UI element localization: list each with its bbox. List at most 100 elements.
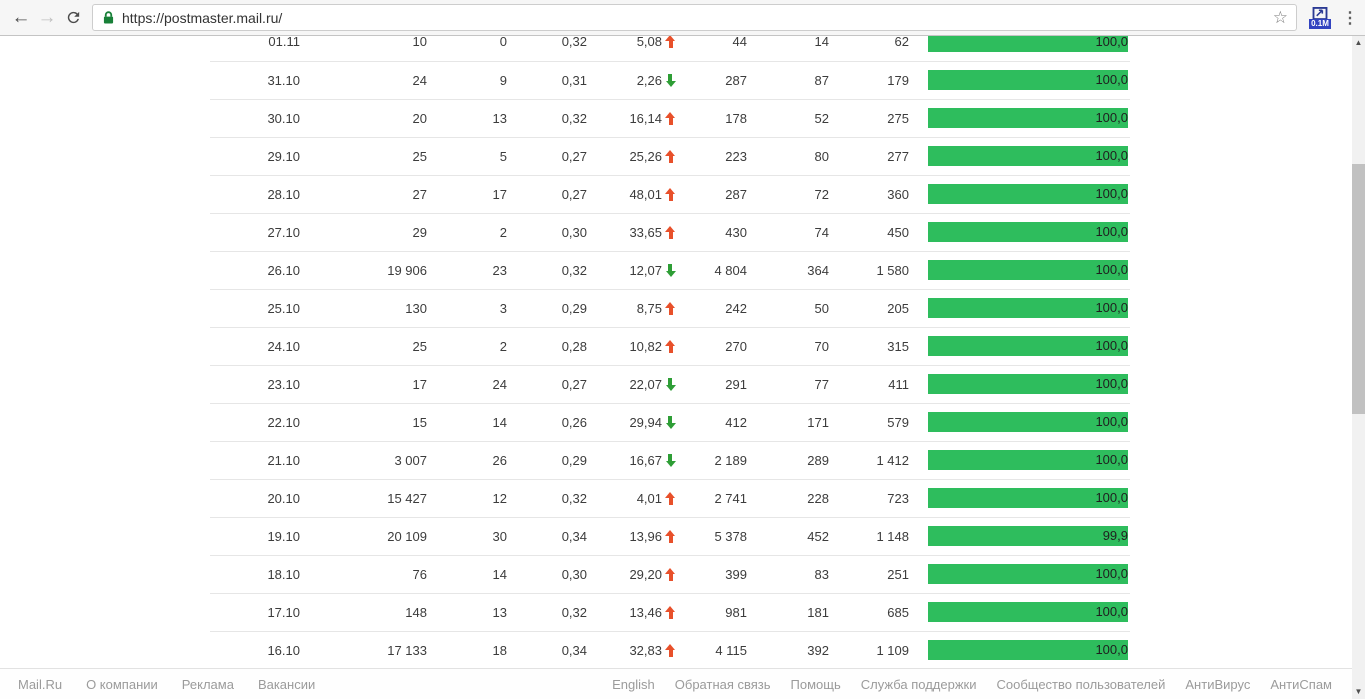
footer-link[interactable]: АнтиВирус [1185,676,1251,692]
trend-arrow-icon [665,605,676,619]
scrollbar-down-arrow-icon[interactable]: ▼ [1354,687,1363,696]
cell-value: 15 427 [300,479,427,518]
cell-value: 0,29 [507,441,587,480]
footer-link[interactable]: О компании [86,676,158,692]
cell-trend: 5,08 [587,36,676,62]
cell-value: 87 [747,61,829,100]
cell-value: 20 109 [300,517,427,556]
cell-date: 16.10 [210,631,300,668]
table-row[interactable]: 22.10 15 14 0,26 29,94 412 171 579 100,0 [210,403,1130,442]
trend-value: 13,96 [629,528,662,544]
table-row[interactable]: 17.10 148 13 0,32 13,46 981 181 685 100,… [210,593,1130,632]
cell-value: 178 [676,99,747,138]
footer-link[interactable]: Обратная связь [674,676,771,692]
scrollbar-up-arrow-icon[interactable]: ▲ [1354,38,1363,47]
cell-date: 30.10 [210,99,300,138]
table-row[interactable]: 31.10 24 9 0,31 2,26 287 87 179 100,0 [210,61,1130,100]
cell-value: 14 [427,555,507,594]
table-row[interactable]: 20.10 15 427 12 0,32 4,01 2 741 228 723 … [210,479,1130,518]
trend-arrow-icon [665,529,676,543]
cell-value: 399 [676,555,747,594]
delivered-bar: 100,0 [928,184,1128,204]
trend-value: 16,67 [629,452,662,468]
footer-link[interactable]: Служба поддержки [860,676,977,692]
cell-delivered: 100,0 [909,36,1130,62]
forward-button[interactable]: → [37,6,57,28]
table-row[interactable]: 23.10 17 24 0,27 22,07 291 77 411 100,0 [210,365,1130,404]
table-row[interactable]: 21.10 3 007 26 0,29 16,67 2 189 289 1 41… [210,441,1130,480]
trend-arrow-icon [665,378,676,391]
browser-menu-button[interactable]: ⋮ [1342,9,1358,27]
cell-value: 2 741 [676,479,747,518]
trend-value: 13,46 [629,604,662,620]
cell-value: 13 [427,99,507,138]
cell-value: 24 [427,365,507,404]
trend-arrow-icon [665,643,676,657]
table-row[interactable]: 18.10 76 14 0,30 29,20 399 83 251 100,0 [210,555,1130,594]
cell-value: 4 804 [676,251,747,290]
table-row[interactable]: 01.11 10 0 0,32 5,08 44 14 62 100,0 [210,36,1130,62]
table-row[interactable]: 26.10 19 906 23 0,32 12,07 4 804 364 1 5… [210,251,1130,290]
vertical-scrollbar[interactable]: ▲ ▼ [1352,36,1365,699]
cell-value: 228 [747,479,829,518]
cell-value: 18 [427,631,507,668]
address-bar[interactable]: https://postmaster.mail.ru/ ☆ [92,4,1297,31]
delivered-bar: 100,0 [928,70,1128,90]
delivered-bar: 100,0 [928,602,1128,622]
footer-link[interactable]: Реклама [181,676,234,692]
cell-value: 26 [427,441,507,480]
trend-arrow-icon [665,339,676,353]
back-button[interactable]: ← [11,6,31,28]
cell-value: 287 [676,175,747,214]
cell-delivered: 100,0 [909,365,1130,404]
cell-value: 50 [747,289,829,328]
cell-delivered: 100,0 [909,61,1130,100]
table-row[interactable]: 25.10 130 3 0,29 8,75 242 50 205 100,0 [210,289,1130,328]
cell-value: 0,34 [507,631,587,668]
table-row[interactable]: 16.10 17 133 18 0,34 32,83 4 115 392 1 1… [210,631,1130,668]
table-row[interactable]: 27.10 29 2 0,30 33,65 430 74 450 100,0 [210,213,1130,252]
cell-date: 23.10 [210,365,300,404]
page-footer: Mail.Ru О компании Реклама Вакансии English… [0,668,1352,699]
cell-value: 0,32 [507,251,587,290]
url-text[interactable]: https://postmaster.mail.ru/ [122,9,283,26]
table-row[interactable]: 29.10 25 5 0,27 25,26 223 80 277 100,0 [210,137,1130,176]
cell-trend: 25,26 [587,137,676,176]
footer-link[interactable]: English [612,676,655,692]
trend-value: 12,07 [629,262,662,278]
table-row[interactable]: 19.10 20 109 30 0,34 13,96 5 378 452 1 1… [210,517,1130,556]
reload-button[interactable] [60,9,86,26]
cell-delivered: 100,0 [909,99,1130,138]
trend-value: 29,94 [629,414,662,430]
cell-value: 2 [427,213,507,252]
cell-delivered: 100,0 [909,403,1130,442]
table-row[interactable]: 24.10 25 2 0,28 10,82 270 70 315 100,0 [210,327,1130,366]
cell-value: 275 [829,99,909,138]
cell-value: 242 [676,289,747,328]
footer-link[interactable]: Mail.Ru [18,676,63,692]
cell-value: 70 [747,327,829,366]
browser-toolbar: ← → https://postmaster.mail.ru/ ☆ 0.1M [0,0,1365,36]
cell-value: 981 [676,593,747,632]
cell-trend: 4,01 [587,479,676,518]
https-lock-icon[interactable] [103,10,114,25]
cell-delivered: 100,0 [909,137,1130,176]
scrollbar-thumb[interactable] [1352,164,1365,414]
table-row[interactable]: 30.10 20 13 0,32 16,14 178 52 275 100,0 [210,99,1130,138]
cell-value: 17 [300,365,427,404]
footer-link[interactable]: АнтиСпам [1270,676,1332,692]
cell-value: 25 [300,137,427,176]
footer-link[interactable]: Помощь [790,676,841,692]
table-row[interactable]: 28.10 27 17 0,27 48,01 287 72 360 100,0 [210,175,1130,214]
cell-value: 411 [829,365,909,404]
bookmark-star-icon[interactable]: ☆ [1272,7,1288,27]
trend-value: 5,08 [636,36,662,50]
footer-link[interactable]: Вакансии [257,676,316,692]
cell-value: 251 [829,555,909,594]
trend-arrow-icon [665,491,676,505]
cell-value: 2 189 [676,441,747,480]
extension-button[interactable]: 0.1M [1305,6,1335,29]
extension-badge: 0.1M [1309,18,1331,29]
cell-value: 30 [427,517,507,556]
footer-link[interactable]: Сообщество пользователей [996,676,1166,692]
